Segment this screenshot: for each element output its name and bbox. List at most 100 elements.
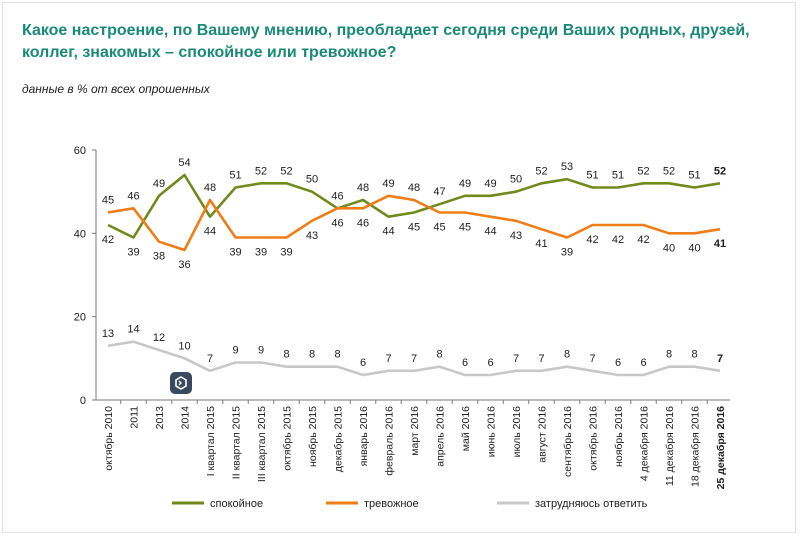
data-label: 49 — [153, 178, 165, 190]
data-label: 51 — [586, 170, 598, 182]
x-tick-label: 2013 — [154, 406, 166, 430]
data-label: 43 — [510, 230, 522, 242]
data-label: 8 — [436, 349, 442, 361]
data-label: 48 — [204, 182, 216, 194]
x-tick-label: июнь 2016 — [486, 406, 498, 457]
chart-series-lines — [107, 173, 721, 377]
x-tick-label: 11 декабря 2016 — [664, 406, 676, 486]
data-label: 51 — [229, 170, 241, 182]
x-tick-label: август 2016 — [537, 406, 549, 463]
chart-data-labels: 42 39 49 54 44 51 52 52 50 46 48 44 45 47 49 49 50 52 53 51… — [102, 157, 726, 369]
data-label: 44 — [484, 226, 496, 238]
data-label: 49 — [459, 178, 471, 190]
data-label: 52 — [535, 165, 547, 177]
data-label: 46 — [331, 217, 343, 229]
data-label: 52 — [255, 165, 267, 177]
data-label: 10 — [178, 340, 190, 352]
x-tick-label: май 2016 — [460, 406, 472, 451]
data-label: 44 — [204, 226, 216, 238]
logo-badge-icon[interactable] — [170, 372, 192, 394]
chart-axes: 0 20 40 60 — [74, 145, 730, 407]
data-label: 53 — [561, 161, 573, 173]
data-label: 42 — [637, 234, 649, 246]
data-label: 39 — [280, 247, 292, 259]
data-label: 42 — [612, 234, 624, 246]
x-tick-label: март 2016 — [409, 406, 421, 456]
x-tick-label: 2011 — [129, 406, 141, 429]
data-label: 39 — [561, 247, 573, 259]
data-label: 36 — [178, 259, 190, 271]
data-label: 45 — [408, 222, 420, 234]
series-line-0 — [107, 173, 721, 239]
data-label: 6 — [487, 357, 493, 369]
chart-x-tick-labels: октябрь 2010 2011 2013 2014 I квартал 2015 II… — [103, 406, 727, 490]
data-label: 40 — [688, 242, 700, 254]
data-label: 48 — [357, 182, 369, 194]
data-label: 52 — [714, 165, 726, 177]
x-tick-label: ноябрь 2015 — [307, 406, 319, 467]
data-label: 7 — [717, 353, 723, 365]
data-label: 54 — [178, 157, 190, 169]
data-label: 38 — [153, 251, 165, 263]
series-line-2 — [107, 340, 721, 377]
data-label: 46 — [357, 217, 369, 229]
x-tick-label: 2014 — [180, 406, 192, 430]
data-label: 12 — [153, 332, 165, 344]
data-label: 6 — [640, 357, 646, 369]
x-tick-label: июль 2016 — [511, 406, 523, 458]
data-label: 51 — [612, 170, 624, 182]
data-label: 6 — [462, 357, 468, 369]
y-tick-label: 20 — [74, 312, 86, 324]
data-label: 52 — [280, 165, 292, 177]
data-label: 7 — [513, 353, 519, 365]
x-tick-label: 4 декабря 2016 — [639, 406, 651, 481]
data-label: 39 — [255, 247, 267, 259]
series-line-1 — [107, 194, 721, 252]
x-tick-label: октябрь 2016 — [588, 406, 600, 471]
data-label: 7 — [411, 353, 417, 365]
data-label: 7 — [589, 353, 595, 365]
data-label: 46 — [331, 190, 343, 202]
data-label: 49 — [382, 178, 394, 190]
data-label: 52 — [663, 165, 675, 177]
data-label: 43 — [306, 230, 318, 242]
data-label: 47 — [433, 186, 445, 198]
chart-title: Какое настроение, по Вашему мнению, прео… — [22, 22, 750, 61]
data-label: 7 — [207, 353, 213, 365]
x-tick-label: III квартал 2015 — [256, 406, 268, 482]
data-label: 46 — [127, 190, 139, 202]
data-label: 8 — [334, 349, 340, 361]
x-tick-label: II квартал 2015 — [231, 406, 243, 479]
data-label: 39 — [229, 247, 241, 259]
data-label: 45 — [459, 222, 471, 234]
legend-label: спокойное — [210, 498, 263, 510]
data-label: 48 — [408, 182, 420, 194]
data-label: 52 — [637, 165, 649, 177]
data-label: 39 — [127, 247, 139, 259]
data-label: 14 — [127, 324, 139, 336]
data-label: 7 — [538, 353, 544, 365]
x-tick-label: январь 2016 — [358, 406, 370, 467]
chart-subtitle: данные в % от всех опрошенных — [22, 82, 210, 96]
x-tick-label: октябрь 2015 — [282, 406, 294, 471]
x-tick-label: I квартал 2015 — [205, 406, 217, 476]
data-label: 8 — [309, 349, 315, 361]
data-label: 6 — [360, 357, 366, 369]
data-label: 8 — [283, 349, 289, 361]
data-label: 8 — [564, 349, 570, 361]
y-tick-label: 0 — [80, 395, 86, 407]
legend-label: тревожное — [364, 498, 419, 510]
x-tick-label: апрель 2016 — [435, 406, 447, 467]
data-label: 41 — [714, 238, 726, 250]
data-label: 51 — [688, 170, 700, 182]
data-label: 6 — [615, 357, 621, 369]
chart-legend: спокойное тревожное затрудняюсь ответить — [172, 498, 648, 510]
data-label: 45 — [433, 222, 445, 234]
data-label: 42 — [102, 234, 114, 246]
y-tick-label: 40 — [74, 228, 86, 240]
legend-label: затрудняюсь ответить — [535, 498, 648, 510]
data-label: 50 — [510, 174, 522, 186]
data-label: 41 — [535, 238, 547, 250]
